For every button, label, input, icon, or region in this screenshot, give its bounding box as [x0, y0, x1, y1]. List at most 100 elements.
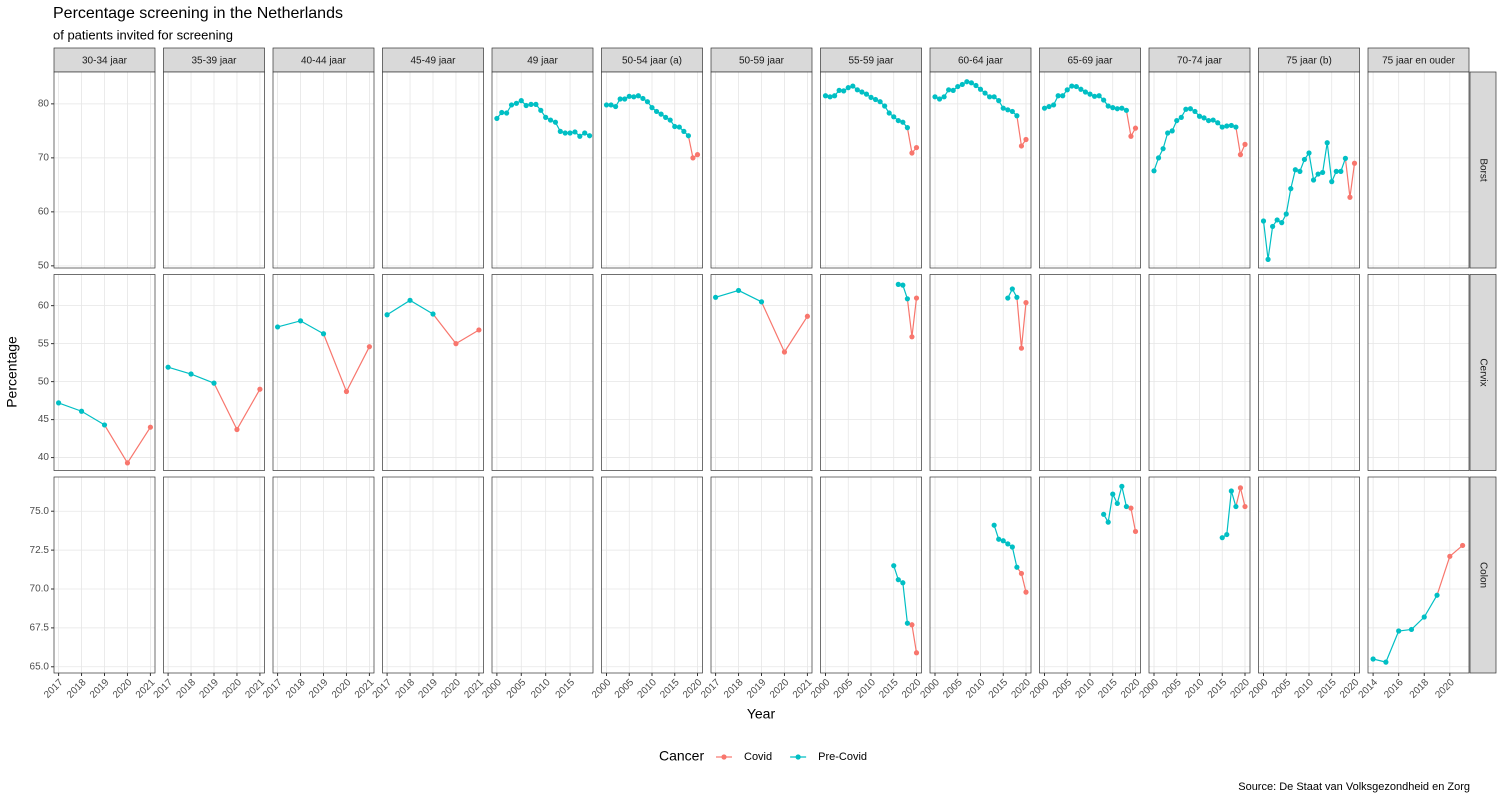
series-connector — [432, 313, 457, 344]
data-point — [608, 102, 614, 108]
data-point — [1018, 143, 1025, 149]
chart-subtitle: of patients invited for screening — [53, 27, 233, 42]
x-tick-label: 2021 — [243, 677, 267, 701]
data-point — [891, 563, 897, 569]
data-point — [1160, 146, 1166, 152]
data-point — [1201, 115, 1207, 121]
data-point — [1310, 177, 1317, 183]
x-tick-label: 2020 — [768, 677, 792, 701]
data-point — [366, 344, 373, 350]
x-tick-label: 2000 — [1028, 677, 1052, 701]
x-tick-label: 2017 — [371, 677, 395, 701]
strip — [820, 47, 922, 73]
strip-label: 49 jaar — [527, 56, 558, 67]
data-point — [1132, 528, 1139, 535]
strip — [53, 47, 156, 73]
data-point — [1005, 295, 1011, 301]
panel-border — [929, 71, 1032, 269]
data-point — [1114, 500, 1120, 507]
x-tick-label: 2005 — [1051, 677, 1075, 701]
data-point — [996, 98, 1002, 104]
data-point — [1242, 503, 1248, 510]
x-tick-label: 2005 — [832, 677, 856, 701]
data-point — [913, 295, 920, 301]
data-point — [1110, 491, 1116, 497]
data-point — [407, 297, 413, 303]
data-point — [1333, 168, 1339, 174]
data-point — [567, 130, 573, 136]
series-line — [236, 388, 261, 430]
data-point — [649, 105, 655, 111]
strip-label: 75 jaar en ouder — [1382, 56, 1456, 67]
series-line — [126, 426, 151, 464]
data-point — [1187, 106, 1194, 112]
data-point — [1408, 626, 1415, 633]
x-tick-label: 2005 — [1160, 677, 1184, 701]
y-tick-label: 70.0 — [30, 584, 50, 595]
data-point — [1123, 107, 1129, 113]
data-point — [577, 133, 583, 139]
strip — [1039, 47, 1141, 73]
data-point — [735, 287, 742, 294]
data-point — [1228, 122, 1234, 129]
x-tick-label: 2020 — [111, 677, 135, 701]
data-point — [1396, 628, 1402, 634]
data-point — [504, 110, 510, 116]
data-point — [1018, 570, 1025, 577]
data-point — [1123, 503, 1129, 510]
series-line — [893, 565, 908, 624]
x-tick-label: 2018 — [175, 677, 199, 701]
x-tick-label: 2021 — [134, 677, 158, 701]
data-point — [959, 81, 965, 88]
data-point — [1000, 105, 1006, 111]
x-tick-label: 2020 — [1228, 677, 1252, 701]
data-point — [1224, 531, 1230, 538]
strip-label: 50-54 jaar (a) — [622, 56, 682, 67]
data-point — [1233, 124, 1239, 130]
panel-border — [491, 274, 594, 471]
x-tick-label: 2010 — [1292, 677, 1316, 701]
data-point — [827, 94, 833, 100]
data-point — [533, 101, 539, 107]
panel-border — [1367, 476, 1470, 674]
data-point — [1288, 186, 1294, 192]
strip-label: 60-64 jaar — [958, 56, 1004, 67]
strip-label: 35-39 jaar — [191, 56, 237, 67]
data-point — [101, 422, 108, 428]
panel — [1368, 477, 1469, 673]
data-point — [1009, 286, 1015, 292]
x-tick-label: 2015 — [1315, 677, 1339, 701]
data-point — [913, 144, 920, 151]
data-point — [859, 89, 865, 95]
panel-border — [53, 71, 156, 269]
data-point — [1091, 93, 1098, 99]
data-point — [297, 318, 304, 324]
data-point — [557, 128, 563, 134]
data-point — [1101, 97, 1107, 103]
panel-border — [710, 274, 813, 471]
data-point — [1023, 136, 1029, 143]
data-point — [973, 82, 979, 89]
panel-border — [820, 71, 922, 269]
data-point — [1192, 108, 1198, 115]
data-point — [895, 117, 901, 124]
x-tick-label: 2019 — [307, 677, 331, 701]
data-point — [1370, 656, 1376, 662]
data-point — [863, 91, 870, 97]
panel-border — [710, 71, 813, 269]
data-point — [1155, 155, 1162, 161]
data-point — [1096, 93, 1102, 99]
data-point — [982, 90, 988, 96]
data-point — [320, 331, 327, 337]
data-point — [900, 580, 906, 586]
x-tick-label: 2005 — [941, 677, 965, 701]
data-point — [1329, 179, 1335, 185]
data-point — [968, 80, 975, 86]
x-tick-label: 2018 — [722, 677, 746, 701]
series-line — [455, 329, 480, 345]
series-connector — [322, 333, 348, 392]
data-point — [1315, 171, 1321, 177]
strip — [601, 47, 703, 73]
series-line — [1349, 163, 1356, 198]
data-point — [1009, 544, 1015, 550]
